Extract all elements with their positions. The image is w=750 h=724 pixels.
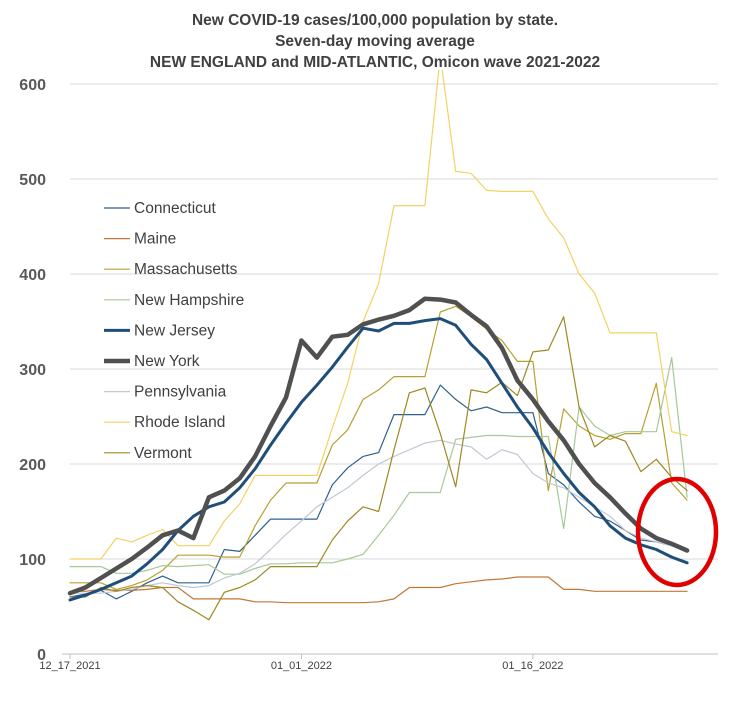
y-tick-label: 200	[19, 457, 46, 474]
legend-label-new-hampshire: New Hampshire	[134, 292, 244, 309]
x-tick-label: 12_17_2021	[39, 660, 100, 672]
series-line-connecticut	[69, 384, 688, 600]
chart-subtitle-2: NEW ENGLAND and MID-ATLANTIC, Omicon wav…	[149, 54, 601, 71]
x-tick-label: 01_01_2022	[271, 660, 332, 672]
y-tick-label: 0	[37, 647, 46, 664]
y-tick-label: 400	[19, 267, 46, 284]
legend-label-maine: Maine	[134, 231, 176, 248]
legend-label-massachusetts: Massachusetts	[134, 261, 238, 278]
series-line-maine	[69, 576, 688, 604]
chart-title: New COVID-19 cases/100,000 population by…	[191, 12, 559, 29]
series-line-rhode-island	[69, 70, 688, 560]
series-line-vermont	[69, 316, 688, 621]
legend: Connecticut Maine Massachusetts New Hampshi…	[104, 200, 244, 462]
legend-label-connecticut: Connecticut	[134, 200, 217, 217]
y-tick-label: 300	[19, 362, 46, 379]
x-tick-label: 01_16_2022	[502, 660, 563, 672]
chart-title-block: New COVID-19 cases/100,000 population by…	[0, 10, 750, 73]
chart-subtitle: Seven-day moving average	[275, 33, 475, 50]
legend-label-vermont: Vermont	[134, 445, 192, 462]
y-tick-label: 600	[19, 77, 46, 94]
series-lines	[67, 70, 690, 621]
legend-label-pennsylvania: Pennsylvania	[134, 384, 227, 401]
series-line-pennsylvania	[69, 439, 688, 594]
legend-label-rhode-island: Rhode Island	[134, 414, 225, 431]
series-line-new-york	[67, 296, 690, 596]
y-tick-label: 500	[19, 172, 46, 189]
series-line-new-jersey	[68, 317, 689, 602]
series-line-massachusetts	[69, 305, 688, 591]
y-tick-label: 100	[19, 552, 46, 569]
legend-label-new-jersey: New Jersey	[134, 322, 215, 339]
x-axis: 12_17_2021 01_01_2022 01_16_2022	[39, 653, 718, 672]
legend-label-new-york: New York	[134, 353, 200, 370]
y-axis-ticks: 0 100 200 300 400 500 600	[19, 77, 46, 664]
series-line-new-hampshire	[69, 357, 688, 575]
highlight-circle	[635, 476, 719, 588]
